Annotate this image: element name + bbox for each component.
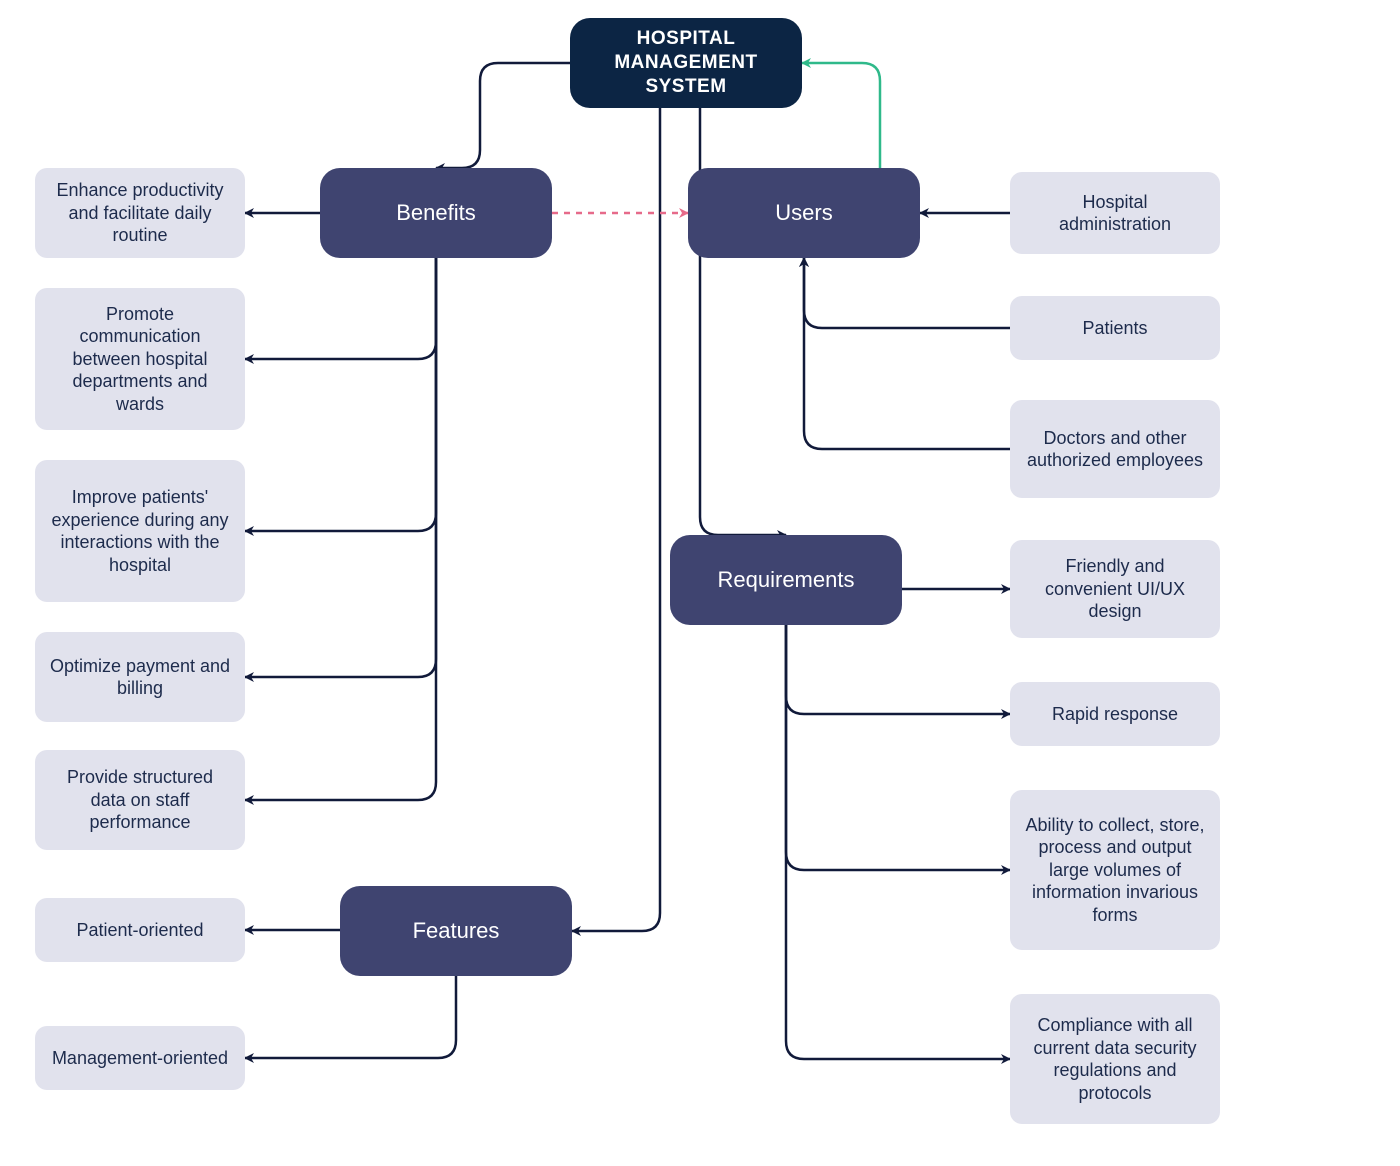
- node-features: Features: [340, 886, 572, 976]
- node-label: Benefits: [396, 199, 476, 227]
- node-label: Improve patients' experience during any …: [49, 486, 231, 576]
- edge-benefits-ben2: [245, 258, 436, 359]
- node-label: Friendly and convenient UI/UX design: [1024, 555, 1206, 623]
- node-label: HOSPITAL MANAGEMENT SYSTEM: [584, 27, 788, 98]
- diagram-stage: HOSPITAL MANAGEMENT SYSTEM Benefits User…: [0, 0, 1400, 1166]
- node-label: Optimize payment and billing: [49, 655, 231, 700]
- node-ben2: Promote communication between hospital d…: [35, 288, 245, 430]
- node-label: Features: [413, 917, 500, 945]
- edge-requirements-req3: [786, 625, 1010, 870]
- node-req2: Rapid response: [1010, 682, 1220, 746]
- node-users: Users: [688, 168, 920, 258]
- node-label: Management-oriented: [52, 1047, 228, 1070]
- edge-benefits-ben5: [245, 258, 436, 800]
- node-label: Provide structured data on staff perform…: [49, 766, 231, 834]
- node-feat2: Management-oriented: [35, 1026, 245, 1090]
- node-label: Requirements: [718, 566, 855, 594]
- edge-users-root-green: [802, 63, 880, 168]
- node-label: Doctors and other authorized employees: [1024, 427, 1206, 472]
- node-root: HOSPITAL MANAGEMENT SYSTEM: [570, 18, 802, 108]
- node-label: Users: [775, 199, 832, 227]
- node-label: Hospital administration: [1024, 191, 1206, 236]
- node-req3: Ability to collect, store, process and o…: [1010, 790, 1220, 950]
- node-label: Compliance with all current data securit…: [1024, 1014, 1206, 1104]
- node-ben3: Improve patients' experience during any …: [35, 460, 245, 602]
- node-benefits: Benefits: [320, 168, 552, 258]
- node-label: Patients: [1082, 317, 1147, 340]
- node-label: Rapid response: [1052, 703, 1178, 726]
- node-ben4: Optimize payment and billing: [35, 632, 245, 722]
- edge-requirements-req4: [786, 625, 1010, 1059]
- node-user2: Patients: [1010, 296, 1220, 360]
- edge-user2-users: [804, 258, 1010, 328]
- node-feat1: Patient-oriented: [35, 898, 245, 962]
- edge-requirements-req2: [786, 625, 1010, 714]
- edge-root-benefits: [436, 63, 570, 168]
- node-label: Enhance productivity and facilitate dail…: [49, 179, 231, 247]
- node-req4: Compliance with all current data securit…: [1010, 994, 1220, 1124]
- node-label: Promote communication between hospital d…: [49, 303, 231, 416]
- edge-user3-users: [804, 258, 1010, 449]
- edge-benefits-ben3: [245, 258, 436, 531]
- node-label: Ability to collect, store, process and o…: [1024, 814, 1206, 927]
- node-ben1: Enhance productivity and facilitate dail…: [35, 168, 245, 258]
- node-req1: Friendly and convenient UI/UX design: [1010, 540, 1220, 638]
- node-user3: Doctors and other authorized employees: [1010, 400, 1220, 498]
- edge-features-feat2: [245, 976, 456, 1058]
- edge-root-features-left: [572, 108, 660, 931]
- node-label: Patient-oriented: [76, 919, 203, 942]
- node-ben5: Provide structured data on staff perform…: [35, 750, 245, 850]
- edge-benefits-ben4: [245, 258, 436, 677]
- node-user1: Hospital administration: [1010, 172, 1220, 254]
- node-requirements: Requirements: [670, 535, 902, 625]
